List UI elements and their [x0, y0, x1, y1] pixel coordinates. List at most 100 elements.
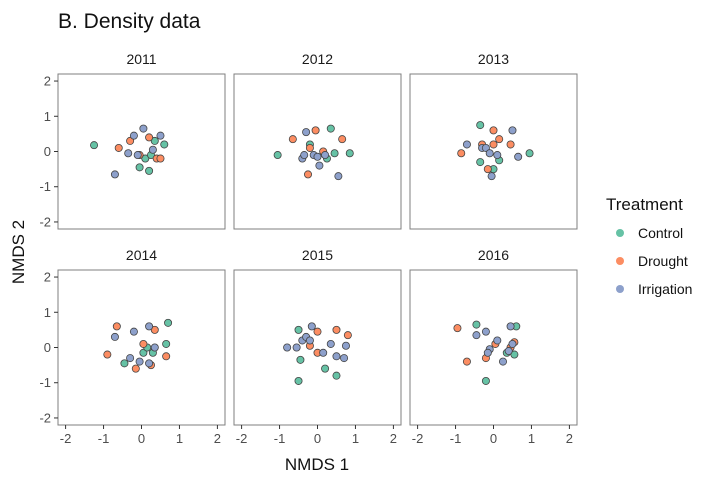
data-point-control [525, 149, 534, 158]
data-point-drought [139, 339, 148, 348]
legend-title: Treatment [606, 195, 683, 214]
legend-label-control: Control [638, 225, 683, 241]
data-point-drought [162, 352, 171, 361]
data-point-control [90, 141, 99, 150]
data-point-irrigation [126, 354, 135, 363]
data-point-drought [332, 325, 341, 334]
facet-label: 2012 [302, 51, 333, 67]
data-point-irrigation [124, 149, 133, 158]
legend-key-control [616, 229, 624, 237]
facet-label: 2016 [478, 247, 509, 263]
data-point-drought [489, 140, 498, 149]
data-point-irrigation [110, 170, 119, 179]
data-point-control [476, 158, 485, 167]
data-point-control [294, 325, 303, 334]
data-point-irrigation [135, 357, 144, 366]
data-point-control [120, 359, 129, 368]
data-point-irrigation [514, 152, 523, 161]
data-point-irrigation [483, 348, 492, 357]
data-point-drought [495, 135, 504, 144]
data-point-control [150, 136, 159, 145]
panel-border [57, 269, 226, 426]
data-point-irrigation [133, 151, 142, 160]
x-tick-label: 0 [138, 431, 145, 446]
data-point-irrigation [462, 140, 471, 149]
data-point-irrigation [485, 149, 494, 158]
panel-border [57, 73, 226, 230]
data-point-control [160, 140, 169, 149]
data-point-drought [343, 331, 352, 340]
data-point-irrigation [283, 343, 292, 352]
x-tick-label: -2 [60, 431, 72, 446]
data-point-drought [156, 154, 165, 163]
data-point-control [481, 376, 490, 385]
data-point-control [145, 166, 154, 175]
data-point-control [510, 350, 519, 359]
y-tick-label: 0 [44, 144, 51, 159]
x-tick-label: -1 [274, 431, 286, 446]
data-point-control [162, 339, 171, 348]
data-point-drought [311, 126, 320, 135]
data-point-irrigation [148, 145, 157, 154]
data-point-irrigation [302, 128, 311, 137]
data-point-irrigation [129, 131, 138, 140]
data-point-drought [112, 322, 121, 331]
x-axis-title: NMDS 1 [285, 455, 349, 474]
data-point-irrigation [305, 336, 314, 345]
data-point-irrigation [139, 124, 148, 133]
panel-border [233, 269, 402, 426]
x-tick-label: 2 [214, 431, 221, 446]
data-point-drought [313, 327, 322, 336]
facet-panel-2014: 2014 -2 -1 0 1 2 -2 -1 0 1 2 [39, 247, 226, 446]
y-tick-label: 2 [44, 74, 51, 89]
data-point-drought [145, 133, 154, 142]
y-tick-label: -1 [39, 375, 51, 390]
y-tick-label: 1 [44, 305, 51, 320]
data-point-drought [489, 126, 498, 135]
panel-border [409, 269, 578, 426]
data-point-irrigation [472, 331, 481, 340]
data-point-irrigation [315, 161, 324, 170]
data-point-drought [457, 149, 466, 158]
facet-panel-2013: 2013 [409, 51, 578, 230]
x-tick-label: 2 [566, 431, 573, 446]
data-point-drought [288, 135, 297, 144]
facet-label: 2011 [126, 51, 156, 67]
data-point-irrigation [340, 354, 349, 363]
panel-border [409, 73, 578, 230]
data-point-irrigation [292, 343, 301, 352]
x-tick-label: 0 [490, 431, 497, 446]
legend: Treatment Control Drought Irrigation [606, 195, 692, 297]
legend-key-drought [616, 257, 624, 265]
x-tick-label: 1 [176, 431, 183, 446]
y-tick-label: -2 [39, 410, 51, 425]
x-tick-label: -1 [450, 431, 462, 446]
data-point-drought [103, 350, 112, 359]
x-tick-label: -2 [236, 431, 248, 446]
data-point-irrigation [487, 172, 496, 181]
data-point-control [330, 149, 339, 158]
data-point-control [332, 371, 341, 380]
data-point-control [164, 318, 173, 327]
data-point-irrigation [300, 151, 309, 160]
data-point-control [294, 376, 303, 385]
data-point-irrigation [504, 347, 513, 356]
data-point-irrigation [334, 172, 343, 181]
data-point-control [476, 121, 485, 130]
data-point-drought [150, 325, 159, 334]
data-point-irrigation [481, 143, 490, 152]
data-point-drought [483, 165, 492, 174]
x-tick-label: -2 [412, 431, 424, 446]
data-point-irrigation [145, 359, 154, 368]
data-point-irrigation [319, 348, 328, 357]
data-point-irrigation [481, 327, 490, 336]
data-point-irrigation [341, 341, 350, 350]
data-point-irrigation [508, 126, 517, 135]
y-axis-title: NMDS 2 [9, 220, 28, 284]
facet-panel-2016: 2016 -2 -1 0 1 2 [409, 247, 578, 446]
y-tick-label: -2 [39, 214, 51, 229]
data-point-control [273, 151, 282, 160]
data-point-irrigation [313, 152, 322, 161]
data-point-drought [126, 136, 135, 145]
data-point-control [139, 348, 148, 357]
